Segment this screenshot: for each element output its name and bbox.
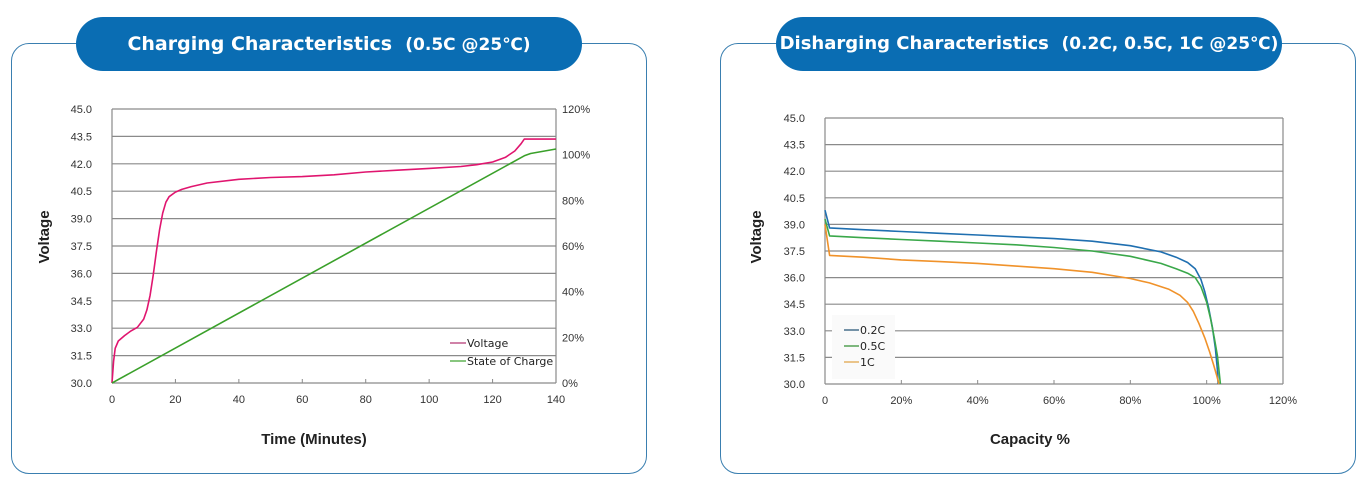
charging-title-pill: Charging Characteristics (0.5C @25℃) [76,17,582,71]
discharging-x-axis-title: Capacity % [990,431,1070,448]
charging-y-ticks: 30.0 31.5 33.0 34.5 36.0 37.5 39.0 40.5 42.0 43.5… [71,104,92,390]
y-tick-label: 36.0 [784,273,805,285]
charging-x-ticks: 0 20 40 60 80 100 120 140 [109,379,565,406]
series-line-0-5c [824,218,1222,385]
charging-y-axis-title: Voltage [36,210,53,263]
charging-panel [11,43,647,474]
y-tick-label: 33.0 [71,323,92,335]
legend-label-soc: State of Charge [467,355,553,368]
discharging-y-ticks: 30.0 31.5 33.0 34.5 36.0 37.5 39.0 40.5 42.0 43.5… [784,113,805,391]
x-tick-label: 80% [1119,395,1141,407]
discharging-legend-box [832,315,895,379]
discharging-y-axis-title: Voltage [748,210,765,263]
charging-y2-ticks: 0% 20% 40% 60% 80% 100% 120% [562,104,590,390]
discharging-legend: 0.2C 0.5C 1C [844,324,885,369]
y2-tick-label: 120% [562,104,590,116]
x-tick-label: 100% [1193,395,1221,407]
x-tick-label: 20% [890,395,912,407]
charging-x-axis-title: Time (Minutes) [261,431,367,448]
x-tick-label: 100 [420,394,438,406]
y2-tick-label: 20% [562,332,584,344]
y-tick-label: 40.5 [71,186,92,198]
series-line-state-of-charge [111,148,557,384]
y2-tick-label: 60% [562,241,584,253]
discharging-title-sub: (0.2C, 0.5C, 1C @25℃) [1061,34,1279,54]
y-tick-label: 33.0 [784,326,805,338]
x-tick-label: 80 [360,394,372,406]
y-tick-label: 37.5 [71,241,92,253]
series-line-voltage [111,138,556,384]
y-tick-label: 30.0 [784,379,805,391]
x-tick-label: 40% [967,395,989,407]
x-tick-label: 60 [296,394,308,406]
x-tick-label: 40 [233,394,245,406]
series-line-1c [824,224,1220,385]
discharging-series [824,209,1222,385]
y-tick-label: 40.5 [784,193,805,205]
discharging-x-ticks: 0 20% 40% 60% 80% 100% 120% [822,380,1297,407]
y2-tick-label: 0% [562,378,578,390]
y-tick-label: 39.0 [784,219,805,231]
charging-title-main: Charging Characteristics [127,33,393,55]
y-tick-label: 43.5 [784,140,805,152]
legend-label-1c: 1C [860,356,875,369]
charging-series [111,138,557,384]
y-tick-label: 42.0 [71,159,92,171]
x-tick-label: 0 [822,395,828,407]
y-tick-label: 37.5 [784,246,805,258]
y-tick-label: 43.5 [71,131,92,143]
charging-legend: Voltage State of Charge [450,337,553,368]
legend-label-0-2c: 0.2C [860,324,885,337]
y-tick-label: 34.5 [71,296,92,308]
x-tick-label: 140 [547,394,565,406]
legend-label-voltage: Voltage [467,337,508,350]
x-tick-label: 120% [1269,395,1297,407]
y-tick-label: 34.5 [784,299,805,311]
x-tick-label: 120 [483,394,501,406]
discharging-title-pill: Disharging Characteristics (0.2C, 0.5C, … [776,17,1282,71]
discharging-title-main: Disharging Characteristics [779,33,1049,54]
y-tick-label: 36.0 [71,268,92,280]
x-tick-label: 20 [169,394,181,406]
y-tick-label: 30.0 [71,378,92,390]
charging-title-sub: (0.5C @25℃) [405,35,531,55]
y-tick-label: 45.0 [784,113,805,125]
y2-tick-label: 80% [562,195,584,207]
discharging-panel [720,43,1356,474]
discharging-chart: 30.0 31.5 33.0 34.5 36.0 37.5 39.0 40.5 42.0 43.5… [748,113,1297,448]
y2-tick-label: 100% [562,150,590,162]
y2-tick-label: 40% [562,287,584,299]
y-tick-label: 42.0 [784,166,805,178]
y-tick-label: 39.0 [71,214,92,226]
x-tick-label: 0 [109,394,115,406]
x-tick-label: 60% [1043,395,1065,407]
charging-chart: 30.0 31.5 33.0 34.5 36.0 37.5 39.0 40.5 42.0 43.5… [36,104,590,448]
y-tick-label: 45.0 [71,104,92,116]
y-tick-label: 31.5 [784,352,805,364]
legend-label-0-5c: 0.5C [860,340,885,353]
y-tick-label: 31.5 [71,351,92,363]
